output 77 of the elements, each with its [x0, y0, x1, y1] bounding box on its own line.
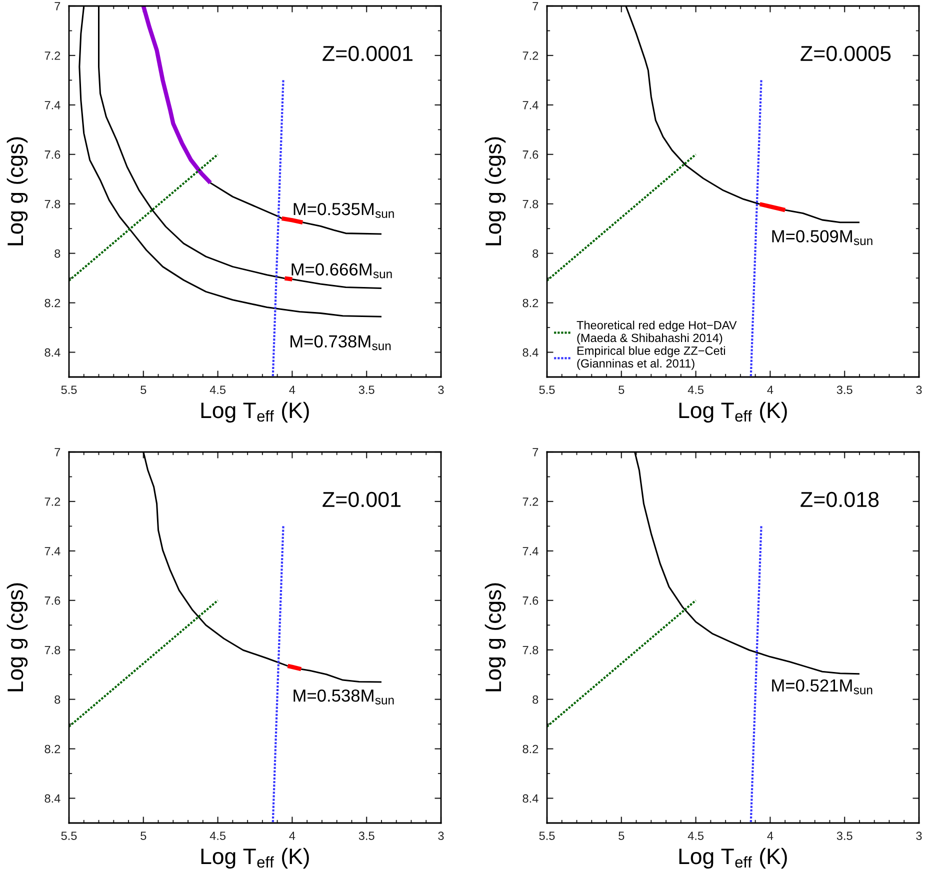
x-tick-label: 4.5	[688, 386, 704, 394]
y-tick-label: 8.4	[522, 348, 538, 357]
text: Z=0.018	[800, 492, 879, 508]
x-tick-label: 5	[140, 832, 146, 840]
x-tick-label: 4	[767, 832, 774, 840]
x-tick-label: 4.5	[210, 386, 226, 394]
text: Z=0.0005	[800, 46, 891, 62]
y-tick-label: 7.4	[522, 101, 538, 110]
y-tick-label: 7.2	[522, 498, 538, 506]
x-axis-title: Log T$_{eff}$ (K)	[201, 402, 309, 423]
y-tick-label: 7.6	[522, 150, 538, 159]
y-axis-title: Log g (cgs)	[484, 137, 506, 246]
x-tick-label: 4.5	[688, 832, 704, 840]
y-tick-label: 8	[532, 695, 538, 704]
x-axis-title: Log T$_{eff}$ (K)	[201, 848, 309, 869]
annotation: M=0.521M$_{sun}$	[772, 679, 872, 694]
annotation: M=0.666M$_{sun}$	[292, 263, 392, 278]
y-tick-label: 7.8	[522, 200, 538, 208]
y-tick-label: 7.8	[44, 646, 60, 654]
y-tick-label: 7.2	[522, 52, 538, 60]
y-tick-label: 7.4	[44, 101, 60, 110]
y-tick-label: 7.2	[44, 498, 60, 506]
y-tick-label: 8	[54, 249, 60, 258]
y-tick-label: 8.4	[44, 348, 60, 357]
y-axis-title: Log g (cgs)	[6, 583, 28, 692]
y-tick-label: 7.8	[522, 646, 538, 654]
y-tick-label: 7.2	[44, 52, 60, 60]
legend-label: Theoretical red edge Hot−DAV (Maeda & Shibahashi 2014)	[576, 320, 737, 344]
annotation: M=0.535M$_{sun}$	[294, 202, 394, 218]
y-tick-label: 7	[54, 2, 60, 10]
x-tick-label: 5.5	[61, 832, 77, 840]
x-tick-label: 3	[916, 832, 922, 840]
y-tick-label: 8.2	[44, 744, 60, 754]
y-tick-label: 8.4	[44, 794, 60, 803]
y-tick-label: 7.6	[44, 596, 60, 605]
x-tick-label: 3	[916, 386, 922, 394]
x-tick-label: 5.5	[539, 832, 555, 840]
x-tick-label: 5.5	[539, 386, 555, 394]
x-tick-label: 5	[618, 832, 624, 840]
x-tick-label: 4	[767, 386, 774, 394]
legend-label: Empirical blue edge ZZ−Ceti (Gianninas et al. 2011)	[577, 346, 725, 370]
x-axis-title: Log T$_{eff}$ (K)	[679, 848, 787, 869]
y-tick-label: 7.6	[44, 150, 60, 159]
x-tick-label: 4	[289, 386, 296, 394]
text: Z=0.0001	[322, 46, 412, 62]
y-axis-title: Log g (cgs)	[484, 583, 506, 692]
y-tick-label: 7	[532, 2, 538, 10]
y-tick-label: 8.4	[522, 794, 538, 803]
y-axis-title: Log g (cgs)	[6, 137, 28, 246]
y-tick-label: 8.2	[522, 744, 538, 754]
y-tick-label: 7.8	[44, 200, 60, 208]
line-series	[141, 6, 212, 185]
y-tick-label: 8	[532, 249, 538, 258]
y-tick-label: 7.4	[522, 547, 538, 556]
x-tick-label: 3	[438, 832, 444, 840]
x-tick-label: 3.5	[836, 832, 852, 840]
x-tick-label: 3.5	[358, 386, 374, 394]
x-tick-label: 3	[438, 386, 444, 394]
x-tick-label: 4	[289, 832, 296, 840]
x-tick-label: 4.5	[210, 832, 226, 840]
x-tick-label: 5.5	[61, 386, 77, 394]
y-tick-label: 8.2	[44, 298, 60, 308]
text: Z=0.001	[322, 492, 401, 508]
x-axis-title: Log T$_{eff}$ (K)	[679, 402, 787, 423]
annotation: M=0.509M$_{sun}$	[772, 230, 872, 246]
y-tick-label: 8.2	[522, 298, 538, 308]
annotation: M=0.538M$_{sun}$	[294, 689, 394, 704]
x-tick-label: 5	[618, 386, 624, 394]
y-tick-label: 7	[54, 448, 60, 456]
y-tick-label: 7.6	[522, 596, 538, 605]
x-tick-label: 5	[140, 386, 146, 394]
y-tick-label: 7	[532, 448, 538, 456]
x-tick-label: 3.5	[358, 832, 374, 840]
y-tick-label: 7.4	[44, 547, 60, 556]
x-tick-label: 3.5	[836, 386, 852, 394]
y-tick-label: 8	[54, 695, 60, 704]
annotation: M=0.738M$_{sun}$	[290, 335, 391, 350]
